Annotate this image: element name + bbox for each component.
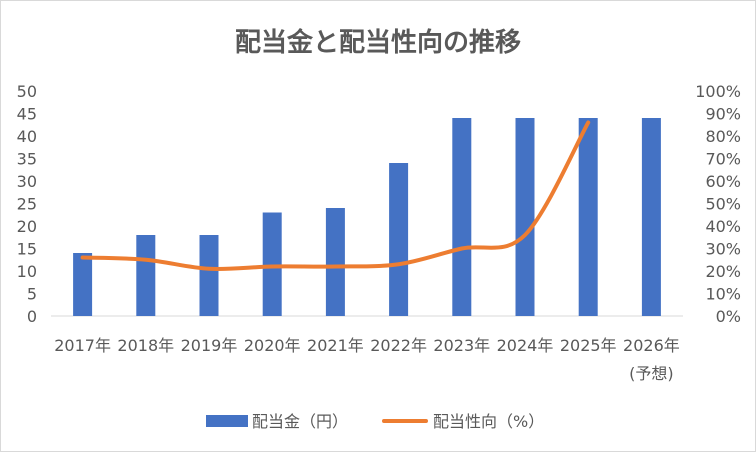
x-tick-label: 2021年 (307, 336, 364, 355)
x-tick-label: 2019年 (181, 336, 238, 355)
y-left-tick-label: 5 (27, 285, 37, 304)
x-tick-label: 2026年 (623, 336, 680, 355)
payout-ratio-point (333, 265, 337, 268)
legend-label-payout: 配当性向（%） (433, 412, 544, 431)
y-left-tick-label: 35 (17, 150, 37, 169)
payout-ratio-point (523, 233, 527, 237)
bar-2025年 (578, 118, 598, 316)
y-right-tick-label: 70% (705, 150, 741, 169)
y-right-tick-label: 0% (716, 307, 741, 326)
y-left-tick-label: 50 (17, 82, 37, 101)
bar-2017年 (73, 253, 93, 316)
y-left-tick-label: 20 (17, 217, 37, 236)
bar-2021年 (325, 208, 345, 316)
payout-ratio-point (270, 265, 274, 268)
payout-ratio-point (397, 262, 401, 266)
bar-2024年 (515, 118, 535, 316)
y-right-tick-label: 90% (705, 105, 741, 124)
y-left-tick-label: 25 (17, 195, 37, 214)
bar-2026年 (641, 118, 661, 316)
x-tick-label: 2017年 (54, 336, 111, 355)
payout-ratio-point (586, 121, 590, 124)
payout-ratio-point (144, 258, 148, 262)
payout-ratio-point (81, 256, 85, 259)
bar-2018年 (136, 235, 156, 316)
x-tick-label: 2024年 (497, 336, 554, 355)
y-right-tick-label: 20% (705, 262, 741, 281)
x-tick-note: (予想) (629, 364, 674, 383)
legend-swatch-dividend (206, 415, 248, 427)
x-tick-label: 2018年 (117, 336, 174, 355)
y-right-tick-label: 60% (705, 172, 741, 191)
y-right-tick-label: 40% (705, 217, 741, 236)
bar-2023年 (452, 118, 472, 316)
y-left-tick-label: 30 (17, 172, 37, 191)
y-right-tick-label: 30% (705, 240, 741, 259)
y-right-tick-label: 50% (705, 195, 741, 214)
bar-2020年 (262, 212, 282, 316)
x-tick-label: 2023年 (433, 336, 490, 355)
y-left-tick-label: 45 (17, 105, 37, 124)
payout-ratio-point (460, 247, 464, 250)
y-left-tick-label: 15 (17, 240, 37, 259)
y-left-tick-label: 10 (17, 262, 37, 281)
x-tick-label: 2022年 (370, 336, 427, 355)
bar-2022年 (389, 163, 409, 316)
y-left-tick-label: 0 (27, 307, 37, 326)
payout-ratio-point (207, 267, 211, 271)
chart-title: 配当金と配当性向の推移 (235, 27, 521, 58)
y-right-tick-label: 10% (705, 285, 741, 304)
y-left-tick-label: 40 (17, 127, 37, 146)
legend-label-dividend: 配当金（円） (252, 412, 348, 431)
bar-2019年 (199, 235, 219, 316)
x-tick-label: 2025年 (560, 336, 617, 355)
y-right-tick-label: 80% (705, 127, 741, 146)
x-tick-label: 2020年 (244, 336, 301, 355)
y-right-tick-label: 100% (695, 82, 741, 101)
